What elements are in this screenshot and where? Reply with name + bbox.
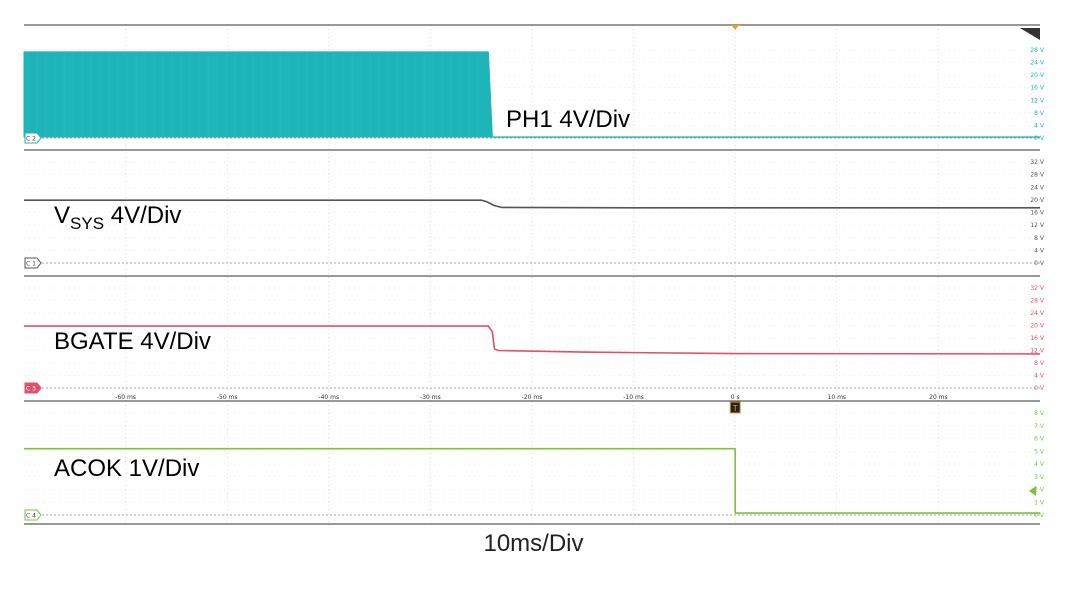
- trigger-time-badge: [729, 401, 741, 414]
- y-tick-label-c1: 28 V: [1030, 172, 1045, 179]
- channel-label-main: PH1 4V/Div: [506, 106, 630, 133]
- channel-badge-text: C 1: [26, 261, 36, 268]
- y-tick-label-c4: 3 V: [1034, 474, 1045, 481]
- channel-badge-shape: [24, 257, 42, 269]
- timebase-label: 10ms/Div: [483, 530, 584, 557]
- y-tick-label-c2: 4 V: [1034, 122, 1045, 129]
- channel-label-subscript: SYS: [70, 214, 104, 233]
- y-tick-label-c4: 7 V: [1034, 423, 1045, 430]
- channel-badge-shape: [24, 132, 42, 144]
- y-tick-label-c1: 16 V: [1030, 210, 1045, 217]
- channel-badge-c4: C 4: [24, 509, 42, 521]
- trigger-time-badge-text: T: [732, 404, 738, 413]
- channel-badge-c1: C 1: [24, 257, 42, 269]
- y-tick-label-c2: 0 V: [1034, 135, 1045, 142]
- channel-label-c1: VSYS 4V/Div: [54, 202, 181, 233]
- trigger-position-marker: [731, 25, 740, 30]
- trace-c3: [24, 325, 1041, 355]
- channel-badge-text: C 4: [26, 513, 36, 520]
- y-tick-label-c2: 24 V: [1030, 60, 1045, 67]
- x-tick-label: 10 ms: [828, 394, 847, 401]
- y-tick-label-c1: 24 V: [1030, 184, 1045, 191]
- y-tick-label-c1: 12 V: [1030, 222, 1045, 229]
- y-tick-label-c3: 20 V: [1030, 323, 1045, 330]
- channel-badge-shape: [24, 382, 42, 394]
- y-tick-label-c1: 8 V: [1034, 235, 1045, 242]
- channel-badge-c3: C 3: [24, 382, 42, 394]
- y-tick-label-c4: 1 V: [1034, 499, 1045, 506]
- y-tick-label-c2: 28 V: [1030, 47, 1045, 54]
- channel-label-main: V: [54, 202, 70, 229]
- channel-label-rest: 4V/Div: [104, 202, 181, 229]
- trace-c1: [24, 199, 1040, 209]
- channel-label-main: ACOK 1V/Div: [54, 455, 199, 482]
- channel-label-c4: ACOK 1V/Div: [54, 455, 199, 482]
- scale-corner-icon: [1020, 28, 1040, 40]
- y-tick-label-c4: 8 V: [1034, 410, 1045, 417]
- y-tick-label-c4: 4 V: [1034, 461, 1045, 468]
- x-tick-label: 20 ms: [929, 394, 948, 401]
- y-tick-label-c4: 5 V: [1034, 448, 1045, 455]
- y-tick-label-c2: 12 V: [1030, 97, 1045, 104]
- voltage-scales: 0 V 4 V 8 V 12 V 16 V 20 V 24 V 28 V 0 V 4 V 8 V 12…: [1030, 47, 1045, 519]
- y-tick-label-c2: 20 V: [1030, 72, 1045, 79]
- y-tick-label-c3: 24 V: [1030, 310, 1045, 317]
- y-tick-label-c3: 0 V: [1034, 385, 1045, 392]
- x-tick-label: 0 s: [731, 394, 740, 401]
- channel-badge-text: C 3: [26, 386, 36, 393]
- channel-label-main: BGATE 4V/Div: [54, 328, 211, 355]
- x-tick-label: -20 ms: [522, 394, 543, 401]
- channel-badge-shape: [24, 509, 42, 521]
- trace-c4: [24, 447, 1040, 514]
- y-tick-label-c3: 8 V: [1034, 360, 1045, 367]
- y-tick-label-c4: 2 V: [1034, 487, 1045, 494]
- trigger-level-marker: [1029, 486, 1036, 496]
- x-tick-label: -40 ms: [318, 394, 339, 401]
- time-axis: -60 ms -50 ms -40 ms -30 ms -20 ms -10 ms 0 s 1…: [115, 394, 947, 401]
- y-tick-label-c4: 0 V: [1034, 512, 1045, 519]
- waveforms: [23, 51, 1041, 514]
- channel-badge-text: C 2: [26, 136, 36, 143]
- channel-badge-c2: C 2: [24, 132, 42, 144]
- channel-labels: PH1 4V/Div VSYS 4V/Div BGATE 4V/Div ACOK 1V…: [54, 106, 630, 482]
- trace-c2-switching-envelope: [23, 51, 493, 138]
- x-tick-label: -50 ms: [217, 394, 238, 401]
- y-tick-label-c4: 6 V: [1034, 436, 1045, 443]
- y-tick-label-c2: 16 V: [1030, 85, 1045, 92]
- y-tick-label-c3: 28 V: [1030, 298, 1045, 305]
- y-tick-label-c3: 16 V: [1030, 335, 1045, 342]
- trigger-markers: T: [729, 25, 1040, 496]
- channel-frames: [24, 24, 1040, 525]
- y-tick-label-c3: 12 V: [1030, 348, 1045, 355]
- y-tick-label-c1: 32 V: [1030, 159, 1045, 166]
- y-tick-label-c1: 4 V: [1034, 247, 1045, 254]
- x-tick-label: -30 ms: [420, 394, 441, 401]
- x-tick-label: -60 ms: [115, 394, 136, 401]
- channel-label-c3: BGATE 4V/Div: [54, 328, 211, 355]
- y-tick-label-c3: 4 V: [1034, 373, 1045, 380]
- x-tick-label: -10 ms: [623, 394, 644, 401]
- y-tick-label-c1: 0 V: [1034, 260, 1045, 267]
- channel-badges: C 2 C 1 C 3 C 4: [24, 132, 42, 521]
- y-tick-label-c1: 20 V: [1030, 197, 1045, 204]
- channel-label-c2: PH1 4V/Div: [506, 106, 630, 133]
- y-tick-label-c2: 8 V: [1034, 110, 1045, 117]
- y-tick-label-c3: 32 V: [1030, 285, 1045, 292]
